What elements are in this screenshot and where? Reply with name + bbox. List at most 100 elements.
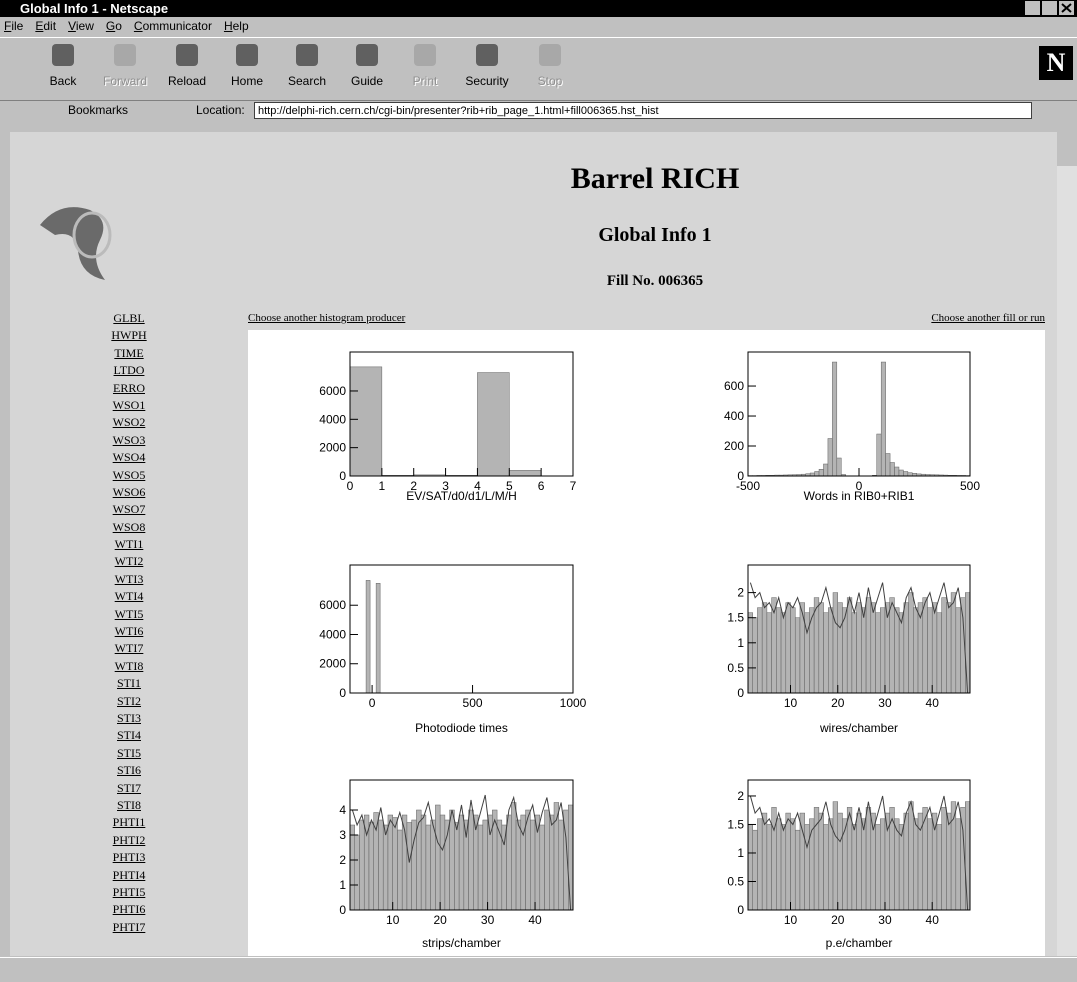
y-tick-label: 0 — [737, 469, 744, 483]
histogram-bar — [913, 819, 918, 910]
histogram-bar — [965, 802, 970, 910]
histogram-bar — [913, 608, 918, 693]
histogram-bar — [956, 819, 961, 910]
histogram-bar — [937, 824, 942, 910]
x-tick-label: 10 — [784, 696, 798, 710]
histogram-bar — [946, 603, 951, 693]
histogram-bar — [355, 835, 360, 910]
browser-window: Global Info 1 - Netscape FileEditViewGoC… — [0, 0, 1077, 981]
y-tick-label: 0 — [737, 686, 744, 700]
histogram-bar — [937, 613, 942, 693]
y-tick-label: 4000 — [319, 412, 346, 426]
histogram-bar — [757, 819, 762, 910]
histogram-bar — [786, 813, 791, 910]
histogram-bar — [833, 593, 838, 693]
histogram-bar — [904, 603, 909, 693]
histogram-bar — [824, 824, 829, 910]
histogram-bar — [459, 815, 464, 910]
histogram-bar — [786, 603, 791, 693]
histogram-bar — [837, 458, 841, 476]
histogram-bar — [383, 825, 388, 910]
histogram-bar — [861, 819, 866, 910]
x-tick-label: 40 — [528, 913, 542, 927]
histogram-bar — [890, 598, 895, 693]
histogram-bar — [877, 434, 881, 476]
y-tick-label: 200 — [724, 439, 744, 453]
histogram-bar — [440, 815, 445, 910]
histogram-bar — [781, 824, 786, 910]
histogram-bar — [847, 598, 852, 693]
histogram-bar — [899, 613, 904, 693]
y-tick-label: 0 — [339, 469, 346, 483]
histogram-bar — [809, 608, 814, 693]
histogram-bar — [828, 819, 833, 910]
histogram-bar — [393, 818, 398, 911]
x-axis-label: strips/chamber — [422, 936, 501, 950]
histogram-bar — [819, 469, 823, 476]
plot-frame — [748, 352, 970, 476]
y-tick-label: 4000 — [319, 627, 346, 641]
histogram-bar — [530, 820, 535, 910]
x-tick-label: 10 — [386, 913, 400, 927]
histogram-bar — [852, 824, 857, 910]
x-axis-label: EV/SAT/d0/d1/L/M/H — [406, 489, 517, 503]
histogram-bar — [899, 824, 904, 910]
histogram-bar — [890, 463, 894, 476]
histogram-bar — [909, 593, 914, 693]
histogram-bar — [477, 373, 509, 476]
x-axis-label: Words in RIB0+RIB1 — [804, 489, 915, 503]
y-tick-label: 1.5 — [727, 817, 744, 831]
histogram-bar — [791, 608, 796, 693]
x-tick-label: 0 — [369, 696, 376, 710]
histogram-bar — [795, 618, 800, 693]
histogram-bar — [956, 608, 961, 693]
histogram-bar — [559, 820, 564, 910]
histogram-bar — [767, 824, 772, 910]
histogram-bar — [965, 593, 970, 693]
histogram-bar — [903, 472, 907, 476]
histogram-bar — [509, 470, 541, 476]
histogram-bar — [927, 819, 932, 910]
histogram-bar — [535, 815, 540, 910]
histogram-bar — [942, 807, 947, 910]
histogram-bar — [838, 813, 843, 910]
histogram-bar — [376, 583, 380, 693]
histogram-bar — [823, 464, 827, 476]
y-tick-label: 4 — [339, 803, 346, 817]
histogram-bar — [757, 608, 762, 693]
histogram-bar — [838, 603, 843, 693]
histogram-bar — [833, 802, 838, 910]
x-tick-label: 1 — [379, 479, 386, 493]
histogram-bar — [881, 362, 885, 476]
x-tick-label: 1000 — [560, 696, 587, 710]
x-axis-label: Photodiode times — [415, 721, 508, 735]
histogram-bar — [388, 815, 393, 910]
histogram-bar — [895, 467, 899, 476]
x-tick-label: 500 — [463, 696, 483, 710]
histogram-bar — [450, 810, 455, 910]
y-tick-label: 1 — [339, 878, 346, 892]
y-tick-label: 6000 — [319, 384, 346, 398]
histogram-bar — [951, 593, 956, 693]
histogram-bar — [753, 830, 758, 910]
histogram-bar — [805, 824, 810, 910]
histogram-bar — [776, 608, 781, 693]
histogram-bar — [397, 830, 402, 910]
x-tick-label: 30 — [878, 913, 892, 927]
histogram-bar — [366, 580, 370, 693]
histogram-bar — [932, 603, 937, 693]
histogram-bar — [762, 603, 767, 693]
y-tick-label: 3 — [339, 828, 346, 842]
histogram-bar — [748, 824, 753, 910]
y-tick-label: 6000 — [319, 598, 346, 612]
histogram-bar — [880, 608, 885, 693]
histogram-bar — [861, 608, 866, 693]
histogram-bar — [946, 813, 951, 910]
histogram-bar — [483, 820, 488, 910]
histogram-bar — [540, 825, 545, 910]
histogram-bar — [927, 608, 932, 693]
histogram-bar — [824, 613, 829, 693]
y-tick-label: 2 — [737, 586, 744, 600]
histogram-bar — [378, 820, 383, 910]
histogram-bar — [767, 613, 772, 693]
